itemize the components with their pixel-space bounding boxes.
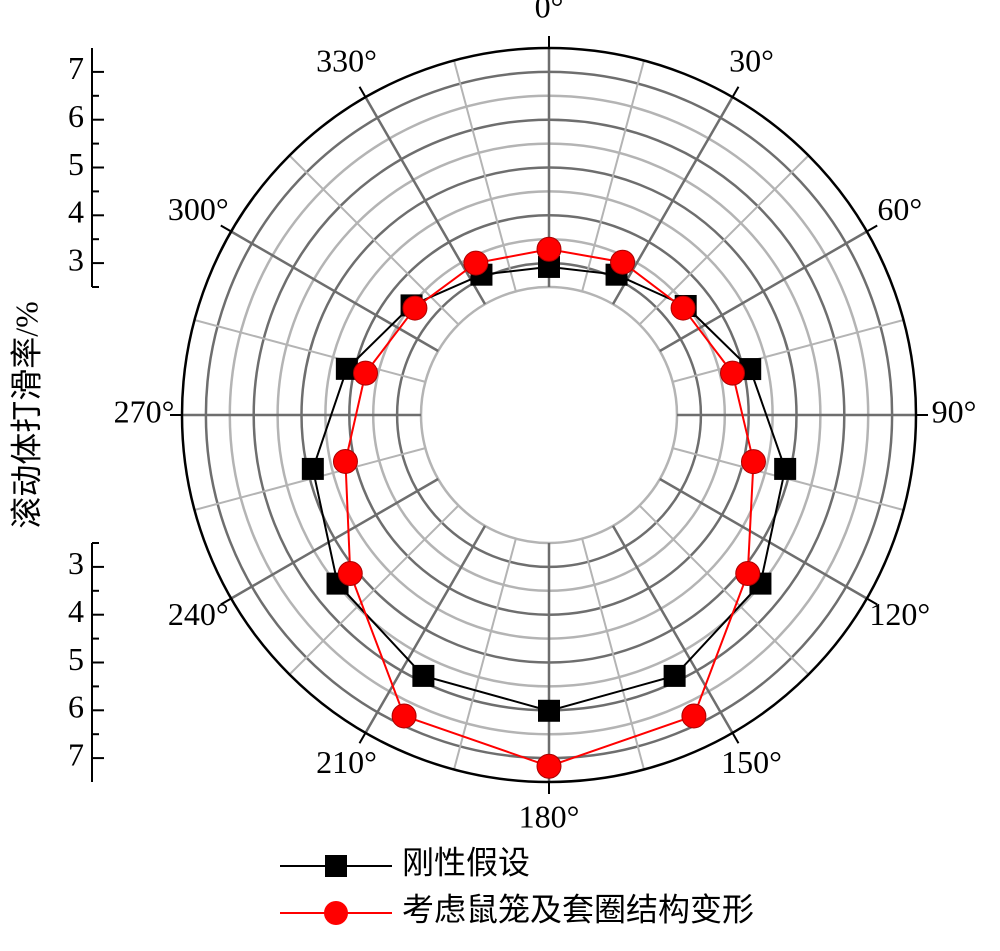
x-tick-label: 330° [316, 43, 377, 79]
x-tick [220, 597, 232, 606]
x-tick-label: 120° [869, 596, 930, 632]
point [536, 236, 562, 262]
x-tick-label: 30° [729, 43, 774, 79]
y-tick-label: 7 [68, 50, 84, 86]
point [301, 457, 324, 480]
minor-spoke [638, 504, 810, 676]
point [335, 357, 358, 380]
x-tick-label: 90° [932, 393, 977, 429]
minor-spoke [581, 538, 645, 770]
y-axis-label: 滚动体打滑率/% [8, 301, 44, 529]
point [735, 560, 761, 586]
point [402, 295, 428, 321]
minor-spoke [453, 60, 517, 292]
point [332, 448, 358, 474]
point [681, 703, 707, 729]
x-tick [866, 224, 878, 233]
point [663, 664, 686, 687]
x-tick [731, 86, 740, 98]
point [720, 360, 746, 386]
y-tick-label: 4 [68, 194, 84, 230]
y-tick-label: 3 [68, 241, 84, 277]
x-tick-label: 180° [519, 798, 580, 834]
point [610, 249, 636, 275]
x-tick [358, 732, 367, 744]
minor-spoke [453, 538, 517, 770]
y-tick-label: 4 [68, 593, 84, 629]
point [412, 664, 435, 687]
legend-label: 考虑鼠笼及套圈结构变形 [402, 891, 754, 927]
minor-spoke [581, 60, 645, 292]
x-tick-label: 0° [535, 0, 564, 24]
spoke [230, 230, 439, 353]
minor-spoke [194, 319, 426, 383]
spoke [364, 96, 487, 305]
point [352, 360, 378, 386]
minor-spoke [288, 154, 460, 326]
spoke [230, 477, 439, 600]
y-tick-label: 6 [68, 689, 84, 725]
x-tick [731, 732, 740, 744]
x-tick [220, 224, 232, 233]
x-tick-label: 210° [316, 744, 377, 780]
point [538, 255, 560, 278]
y-tick-label: 7 [68, 736, 84, 772]
y-tick-label: 5 [68, 146, 84, 182]
point [463, 250, 489, 276]
legend-marker [325, 855, 347, 877]
spoke [364, 525, 487, 734]
spoke [659, 477, 868, 600]
point [740, 449, 766, 475]
minor-spoke [638, 154, 810, 326]
x-tick [866, 597, 878, 606]
y-tick-label: 5 [68, 641, 84, 677]
x-tick-label: 270° [114, 393, 175, 429]
legend-label: 刚性假设 [402, 844, 530, 880]
point [670, 295, 696, 321]
spoke [611, 525, 734, 734]
minor-spoke [672, 319, 904, 383]
point [774, 457, 797, 480]
point [538, 699, 560, 722]
minor-spoke [288, 504, 460, 676]
point [337, 560, 363, 586]
x-tick-label: 60° [877, 191, 922, 227]
x-tick-label: 240° [168, 596, 229, 632]
y-tick-label: 6 [68, 98, 84, 134]
y-tick-label: 3 [68, 545, 84, 581]
legend-marker [324, 901, 348, 925]
spoke [659, 230, 868, 353]
x-tick-label: 150° [721, 744, 782, 780]
point [536, 753, 562, 779]
minor-grid-circle [419, 285, 679, 545]
x-tick [358, 86, 367, 98]
point [391, 703, 417, 729]
x-tick-label: 300° [168, 191, 229, 227]
